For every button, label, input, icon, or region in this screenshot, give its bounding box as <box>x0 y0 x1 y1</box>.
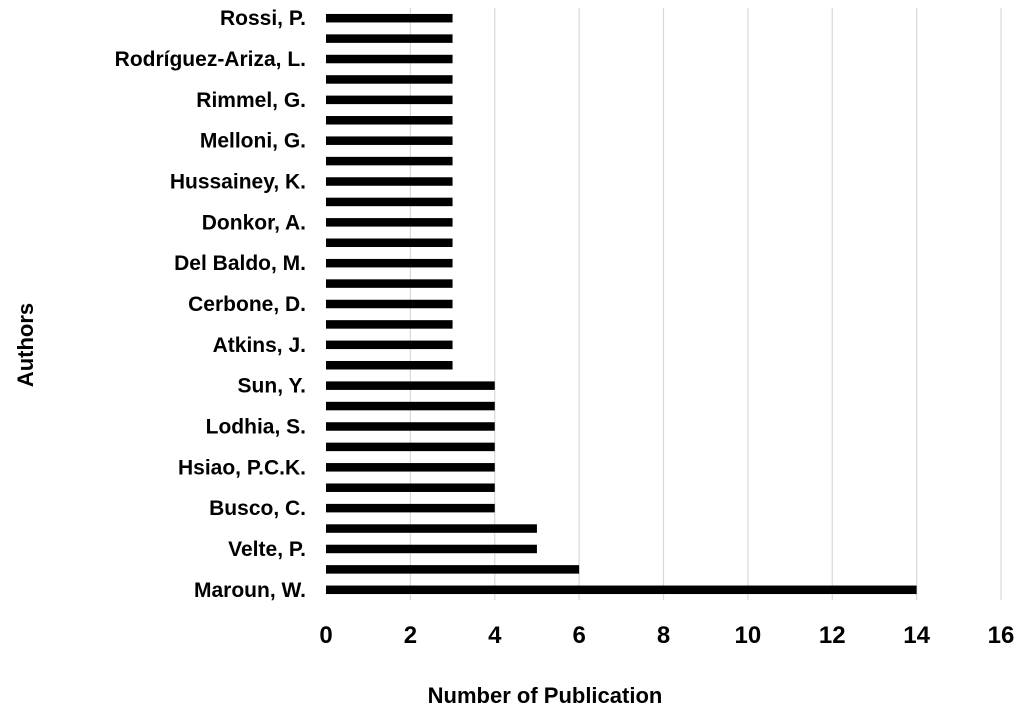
x-tick-14: 14 <box>903 622 930 649</box>
bar-28 <box>326 34 453 43</box>
bar-25 <box>326 95 453 105</box>
bar-10 <box>326 401 495 411</box>
bar-26 <box>326 75 453 84</box>
x-tick-12: 12 <box>819 622 846 649</box>
category-label: Hussainey, K. <box>170 171 306 194</box>
bar-23 <box>326 136 453 145</box>
category-label: Atkins, J. <box>213 334 306 357</box>
x-tick-0: 0 <box>319 622 332 649</box>
bar-11 <box>326 381 495 390</box>
bar-8 <box>326 442 495 452</box>
bar-14 <box>326 320 453 329</box>
category-label: Cerbone, D. <box>188 293 306 316</box>
bar-22 <box>326 156 453 166</box>
bar-17 <box>326 258 453 268</box>
category-label: Donkor, A. <box>202 211 306 234</box>
bar-4 <box>326 524 537 533</box>
bar-2 <box>326 565 580 574</box>
category-label: Lodhia, S. <box>206 415 306 438</box>
bar-3 <box>326 544 537 554</box>
category-label: Melloni, G. <box>200 130 306 153</box>
bar-18 <box>326 238 453 248</box>
category-label: Del Baldo, M. <box>174 252 306 275</box>
bar-19 <box>326 218 453 227</box>
bars-group <box>326 13 917 595</box>
y-category-labels: Maroun, W. Velte, P. Busco, C. Hsiao, P.C.K… <box>115 7 306 602</box>
category-label: Rimmel, G. <box>196 89 306 112</box>
bar-16 <box>326 279 453 288</box>
bar-13 <box>326 340 453 350</box>
category-label: Velte, P. <box>228 538 306 561</box>
bar-24 <box>326 116 453 125</box>
x-tick-4: 4 <box>488 622 502 649</box>
x-axis-title: Number of Publication <box>428 683 663 708</box>
bar-12 <box>326 360 453 370</box>
bar-1 <box>326 585 917 595</box>
category-label: Rodríguez-Ariza, L. <box>115 48 306 71</box>
bar-20 <box>326 197 453 207</box>
category-label: Sun, Y. <box>238 375 306 398</box>
category-label: Busco, C. <box>209 497 306 520</box>
x-tick-10: 10 <box>735 622 762 649</box>
bar-5 <box>326 503 495 513</box>
y-axis-title: Authors <box>13 303 38 387</box>
gridlines <box>409 8 1002 600</box>
bar-9 <box>326 422 495 431</box>
x-tick-labels: 0 2 4 6 8 10 12 14 16 <box>319 622 1014 649</box>
x-tick-16: 16 <box>988 622 1015 649</box>
category-label: Hsiao, P.C.K. <box>178 456 306 479</box>
bar-15 <box>326 299 453 309</box>
x-tick-6: 6 <box>572 622 585 649</box>
bar-27 <box>326 54 453 64</box>
x-tick-2: 2 <box>404 622 417 649</box>
bar-21 <box>326 177 453 186</box>
x-tick-8: 8 <box>657 622 670 649</box>
bar-29 <box>326 13 453 23</box>
bar-7 <box>326 463 495 472</box>
bar-6 <box>326 483 495 492</box>
category-label: Rossi, P. <box>220 7 306 30</box>
category-label: Maroun, W. <box>194 579 306 602</box>
